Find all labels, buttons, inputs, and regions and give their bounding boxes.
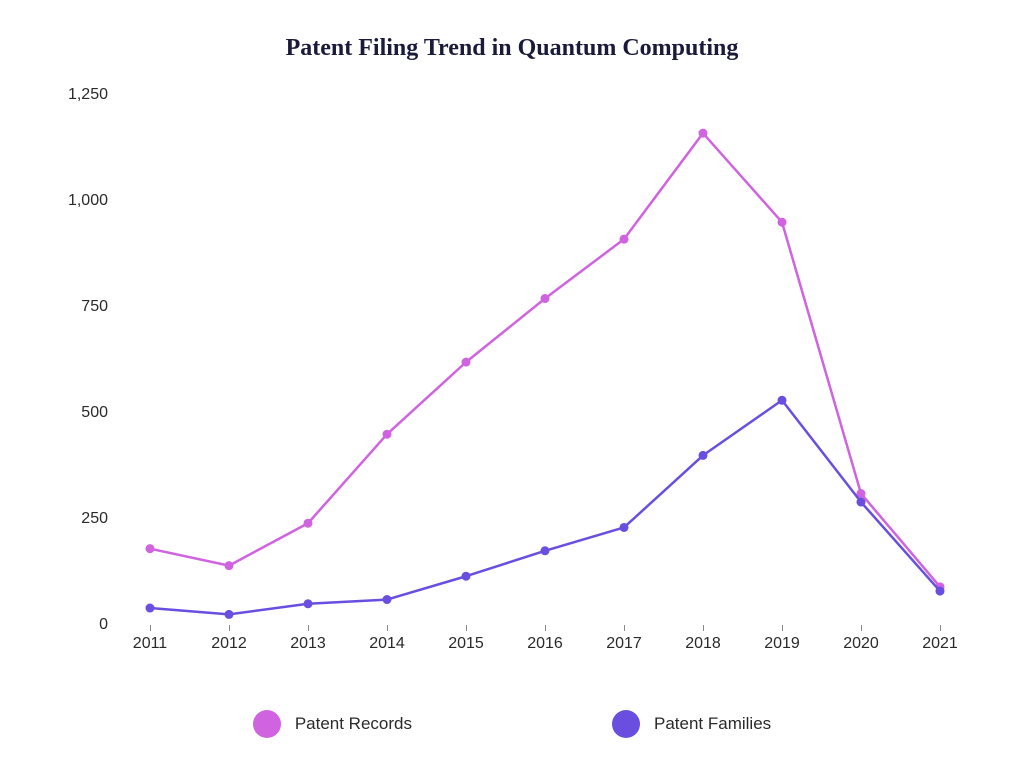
x-axis-tick <box>624 625 625 631</box>
legend-swatch <box>612 710 640 738</box>
y-axis-tick-label: 1,250 <box>68 86 108 104</box>
x-axis-tick-label: 2014 <box>369 635 405 653</box>
y-axis-tick-label: 0 <box>99 616 108 634</box>
series-marker <box>304 519 313 528</box>
legend-item: Patent Families <box>612 710 771 738</box>
x-axis-tick <box>940 625 941 631</box>
series-marker <box>146 544 155 553</box>
series-marker <box>936 587 945 596</box>
x-axis-tick-label: 2020 <box>843 635 879 653</box>
x-axis-tick <box>861 625 862 631</box>
series-line <box>150 133 940 587</box>
series-marker <box>620 235 629 244</box>
series-marker <box>699 451 708 460</box>
series-marker <box>462 358 471 367</box>
chart-lines-svg <box>120 95 970 625</box>
series-marker <box>699 129 708 138</box>
series-line <box>150 400 940 614</box>
series-marker <box>857 498 866 507</box>
x-axis-tick-label: 2013 <box>290 635 326 653</box>
x-axis-tick-label: 2011 <box>133 635 167 653</box>
x-axis-tick <box>150 625 151 631</box>
legend-label: Patent Records <box>295 714 412 734</box>
x-axis-tick <box>703 625 704 631</box>
legend-item: Patent Records <box>253 710 412 738</box>
plot-area: 02505007501,0001,25020112012201320142015… <box>120 95 970 625</box>
x-axis-tick-label: 2012 <box>211 635 247 653</box>
x-axis-tick <box>229 625 230 631</box>
y-axis-tick-label: 250 <box>81 510 108 528</box>
series-marker <box>225 610 234 619</box>
series-marker <box>778 396 787 405</box>
series-marker <box>620 523 629 532</box>
x-axis-tick <box>387 625 388 631</box>
x-axis-tick-label: 2018 <box>685 635 721 653</box>
x-axis-tick-label: 2021 <box>922 635 958 653</box>
chart-title: Patent Filing Trend in Quantum Computing <box>0 0 1024 62</box>
x-axis-tick-label: 2019 <box>764 635 800 653</box>
y-axis-tick-label: 500 <box>81 404 108 422</box>
legend-label: Patent Families <box>654 714 771 734</box>
x-axis-tick <box>466 625 467 631</box>
chart-container: Patent Filing Trend in Quantum Computing… <box>0 0 1024 768</box>
x-axis-tick-label: 2016 <box>527 635 563 653</box>
legend-swatch <box>253 710 281 738</box>
legend: Patent Records Patent Families <box>0 710 1024 738</box>
y-axis-tick-label: 750 <box>81 298 108 316</box>
x-axis-tick-label: 2017 <box>606 635 642 653</box>
series-marker <box>146 604 155 613</box>
series-marker <box>778 218 787 227</box>
x-axis-tick <box>308 625 309 631</box>
series-marker <box>541 546 550 555</box>
x-axis-tick <box>782 625 783 631</box>
series-marker <box>541 294 550 303</box>
series-marker <box>462 572 471 581</box>
x-axis-tick-label: 2015 <box>448 635 484 653</box>
series-marker <box>383 430 392 439</box>
series-marker <box>225 561 234 570</box>
y-axis-tick-label: 1,000 <box>68 192 108 210</box>
series-marker <box>383 595 392 604</box>
series-marker <box>304 599 313 608</box>
x-axis-tick <box>545 625 546 631</box>
